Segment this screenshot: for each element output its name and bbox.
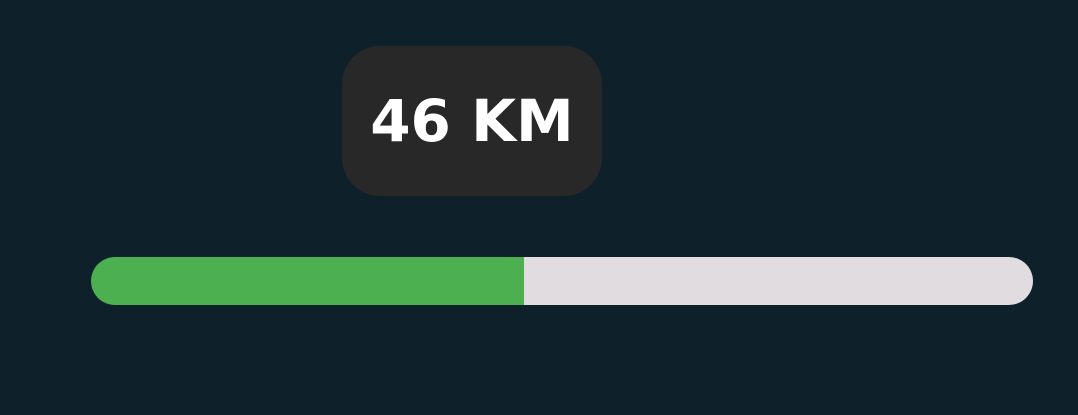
progress-remaining <box>524 257 1033 305</box>
distance-tooltip: 46 KM <box>342 46 602 196</box>
progress-fill <box>91 257 525 305</box>
distance-progress-bar[interactable] <box>91 257 1033 305</box>
distance-value-label: 46 KM <box>370 87 574 155</box>
